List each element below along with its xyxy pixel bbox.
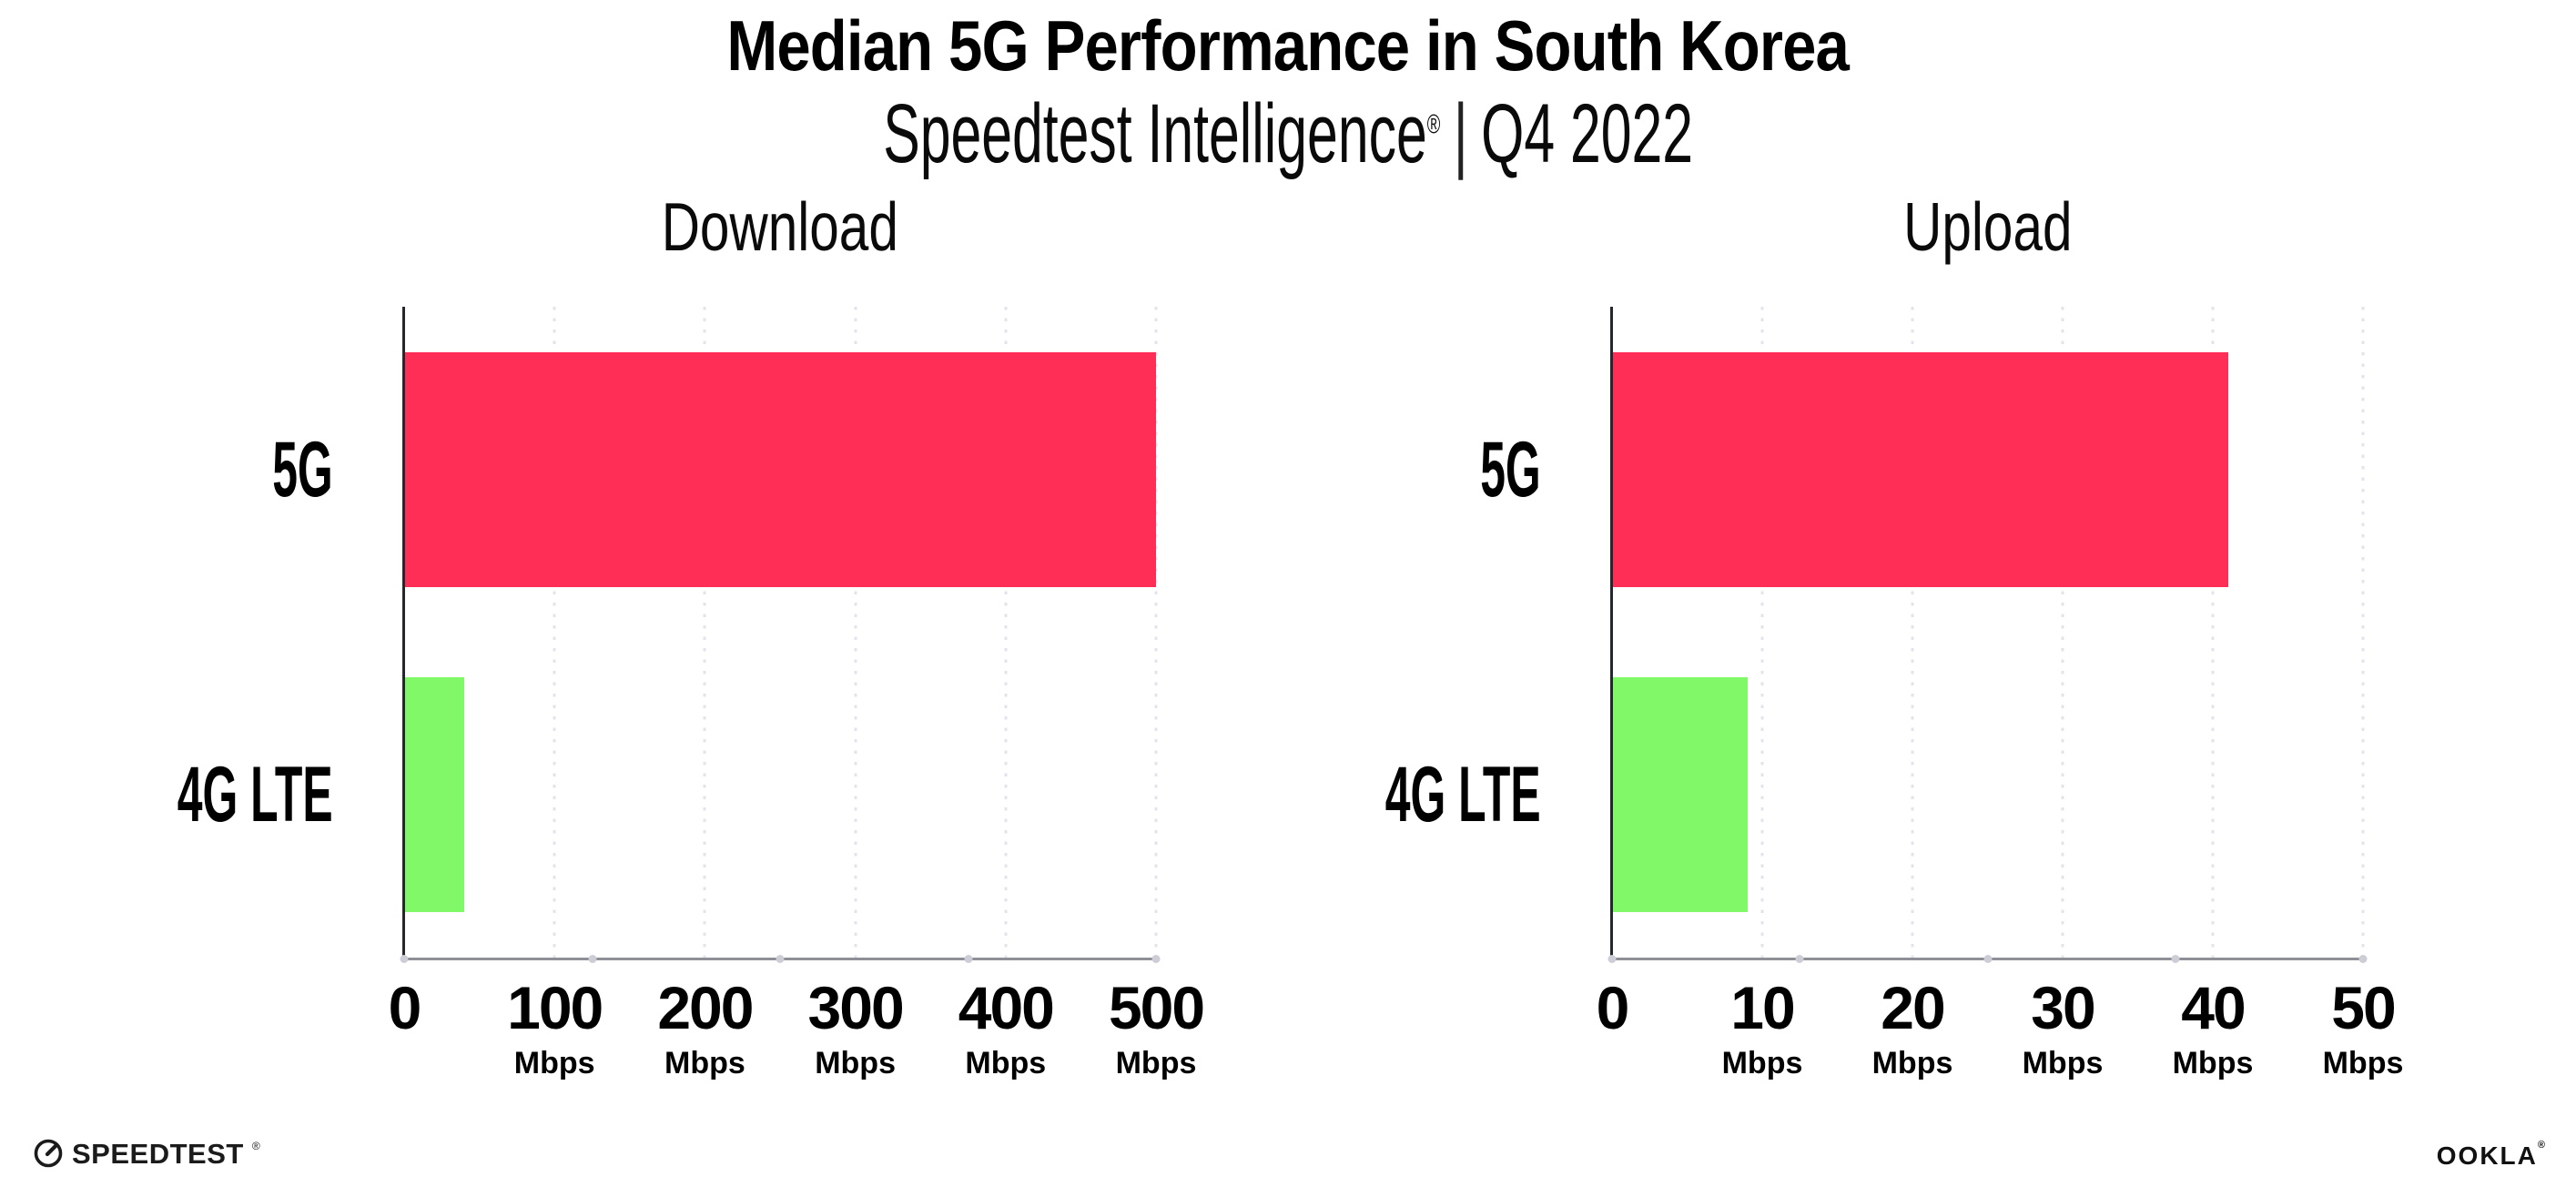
upload-chart-title-text: Upload xyxy=(1902,188,2073,265)
x-tick-200: 200 Mbps xyxy=(657,974,754,1080)
x-tick-unit: Mbps xyxy=(2022,1046,2104,1080)
download-chart-title-text: Download xyxy=(661,188,899,265)
axis-tick-dot xyxy=(2358,955,2368,963)
category-label-text: 4G LTE xyxy=(177,751,333,839)
axis-tick-dot xyxy=(1607,955,1617,963)
x-tick-unit: Mbps xyxy=(1115,1046,1197,1080)
page-subtitle: Speedtest Intelligence® | Q4 2022 xyxy=(0,87,2576,180)
axis-tick-dot xyxy=(776,955,785,963)
x-tick-unit: Mbps xyxy=(664,1046,745,1080)
gridline-400 xyxy=(1004,307,1008,958)
download-chart: Download 5G 4G LTE 0 100 Mbps 200 Mbps 300 Mbps… xyxy=(177,193,1205,1080)
category-label-5g: 5G xyxy=(228,431,333,509)
x-tick-100: 100 Mbps xyxy=(507,974,603,1080)
ookla-wordmark: OOKLA xyxy=(2436,1141,2538,1170)
bar-4g-lte xyxy=(1612,677,1748,913)
speedtest-wordmark: SPEEDTEST xyxy=(72,1137,244,1170)
x-tick-value: 200 xyxy=(657,974,754,1041)
axis-tick-dot xyxy=(964,955,972,963)
category-label-4g-lte: 4G LTE xyxy=(1273,756,1541,834)
axis-tick-dot xyxy=(1151,955,1161,963)
x-tick-value: 30 xyxy=(2031,974,2095,1041)
x-tick-500: 500 Mbps xyxy=(1108,974,1205,1080)
x-tick-value: 0 xyxy=(1596,974,1630,1041)
x-tick-value: 10 xyxy=(1730,974,1795,1041)
bar-5g xyxy=(1612,351,2228,587)
subtitle-text: Speedtest Intelligence® | Q4 2022 xyxy=(883,87,1693,180)
x-tick-30: 30 Mbps xyxy=(2023,978,2104,1079)
download-y-axis-line xyxy=(402,307,405,959)
gridline-40 xyxy=(2211,307,2215,958)
category-label-text: 5G xyxy=(272,425,333,513)
x-tick-300: 300 Mbps xyxy=(807,974,905,1080)
ookla-registered-mark: ® xyxy=(2537,1139,2545,1151)
x-tick-value: 300 xyxy=(807,974,905,1041)
registered-mark: ® xyxy=(1426,109,1441,140)
category-label-text: 4G LTE xyxy=(1385,751,1541,839)
x-tick-40: 40 Mbps xyxy=(2173,978,2254,1079)
axis-tick-dot xyxy=(588,955,596,963)
x-tick-value: 100 xyxy=(507,974,603,1041)
gridline-30 xyxy=(2061,307,2064,958)
x-tick-value: 40 xyxy=(2181,974,2246,1041)
axis-tick-dot xyxy=(2171,955,2180,963)
x-tick-value: 0 xyxy=(388,974,422,1041)
page-title-text: Median 5G Performance in South Korea xyxy=(726,5,1851,86)
x-tick-0: 0 xyxy=(1596,974,1630,1041)
ookla-logo: OOKLA® xyxy=(2436,1139,2545,1170)
upload-chart-title: Upload xyxy=(1612,193,2363,261)
axis-tick-dot xyxy=(1983,955,1992,963)
subtitle-brand: Speedtest Intelligence xyxy=(883,87,1427,180)
gridline-200 xyxy=(703,307,706,958)
gridline-20 xyxy=(1911,307,1914,958)
gridline-100 xyxy=(553,307,556,958)
axis-tick-dot xyxy=(1795,955,1804,963)
x-tick-unit: Mbps xyxy=(513,1046,595,1080)
bar-4g-lte xyxy=(404,677,465,913)
speedtest-logo: SPEEDTEST ® xyxy=(33,1138,260,1169)
gridline-50 xyxy=(2361,307,2365,958)
category-label-5g: 5G xyxy=(1436,431,1541,509)
speedtest-gauge-icon xyxy=(34,1139,63,1168)
speedtest-registered-mark: ® xyxy=(251,1140,260,1152)
gridline-500 xyxy=(1154,307,1158,958)
x-tick-unit: Mbps xyxy=(965,1046,1047,1080)
x-tick-value: 20 xyxy=(1881,974,1945,1041)
upload-chart: Upload 5G 4G LTE 0 10 Mbps 20 Mbps 30 Mbps 40 Mbp… xyxy=(1385,193,2403,1080)
axis-tick-dot xyxy=(400,955,409,963)
x-tick-50: 50 Mbps xyxy=(2323,978,2404,1079)
x-tick-10: 10 Mbps xyxy=(1722,978,1803,1079)
download-chart-title: Download xyxy=(404,193,1156,261)
x-tick-unit: Mbps xyxy=(2172,1046,2254,1080)
x-tick-unit: Mbps xyxy=(1721,1046,1803,1080)
x-tick-unit: Mbps xyxy=(1871,1046,1953,1080)
x-tick-20: 20 Mbps xyxy=(1872,978,1953,1079)
page-title: Median 5G Performance in South Korea xyxy=(0,0,2576,92)
subtitle-separator: | xyxy=(1453,87,1468,180)
category-label-text: 5G xyxy=(1480,425,1541,513)
x-tick-unit: Mbps xyxy=(2322,1046,2404,1080)
x-tick-value: 50 xyxy=(2331,974,2396,1041)
x-tick-0: 0 xyxy=(388,974,422,1041)
subtitle-period: Q4 2022 xyxy=(1480,87,1693,180)
bar-5g xyxy=(404,351,1156,587)
x-tick-400: 400 Mbps xyxy=(958,974,1055,1080)
category-label-4g-lte: 4G LTE xyxy=(65,756,333,834)
x-tick-value: 400 xyxy=(958,974,1055,1041)
upload-y-axis-line xyxy=(1610,307,1613,959)
x-tick-value: 500 xyxy=(1108,974,1205,1041)
x-tick-unit: Mbps xyxy=(815,1046,896,1080)
gridline-300 xyxy=(854,307,857,958)
gridline-10 xyxy=(1760,307,1764,958)
